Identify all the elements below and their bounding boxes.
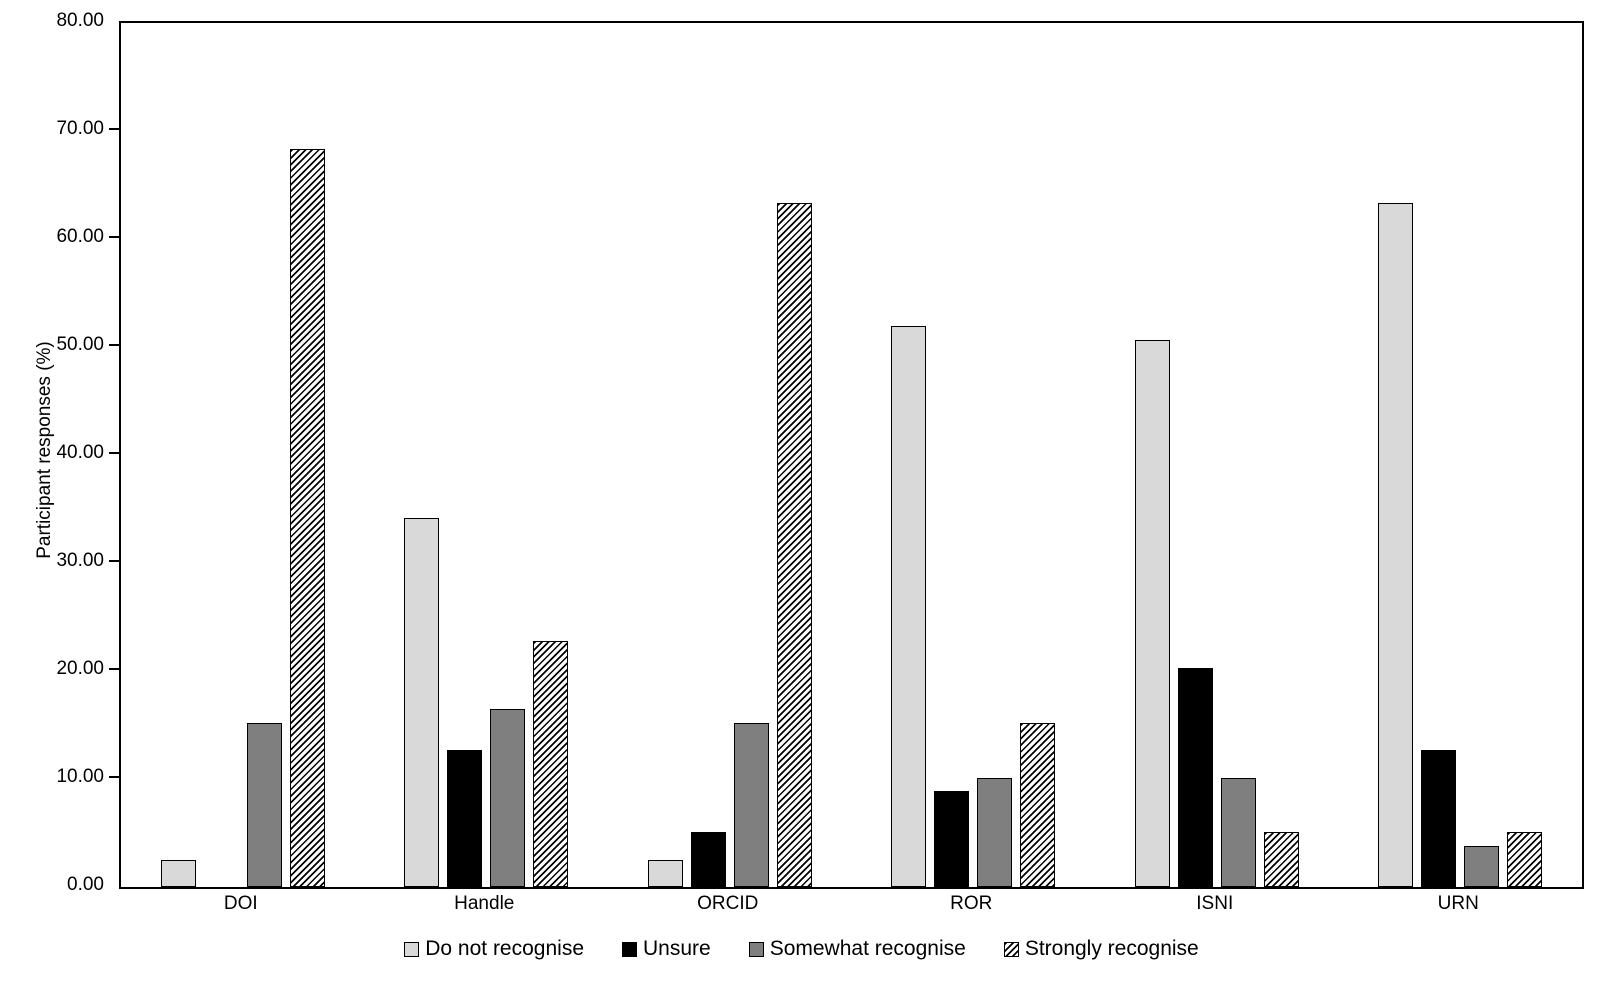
bar-ror-do-not-recognise [891, 326, 927, 887]
legend-item-somewhat-recognise: Somewhat recognise [748, 937, 966, 961]
bar-orcid-do-not-recognise [647, 859, 683, 887]
category-label-handle: Handle [454, 893, 515, 914]
y-tick-label: 80.00 [56, 10, 104, 31]
y-tick-label: 50.00 [56, 334, 104, 355]
category-label-urn: URN [1437, 893, 1479, 914]
bar-ror-somewhat-recognise [977, 777, 1013, 887]
y-tick-mark [109, 236, 119, 238]
bar-ror-strongly-recognise [1020, 722, 1056, 887]
legend-swatch-do-not-recognise [404, 941, 420, 957]
legend-swatch-strongly-recognise [1003, 941, 1019, 957]
category-label-ror: ROR [950, 893, 993, 914]
bar-urn-strongly-recognise [1507, 832, 1543, 887]
bar-ror-unsure [934, 791, 970, 887]
y-tick-mark [109, 128, 119, 130]
bar-handle-somewhat-recognise [490, 709, 526, 887]
bar-isni-unsure [1177, 668, 1213, 887]
y-tick-label: 60.00 [56, 226, 104, 247]
bar-orcid-somewhat-recognise [733, 722, 769, 887]
bar-isni-somewhat-recognise [1220, 777, 1256, 887]
y-tick-mark [109, 776, 119, 778]
category-label-isni: ISNI [1196, 893, 1234, 914]
y-tick-label: 10.00 [56, 766, 104, 787]
category-label-orcid: ORCID [697, 893, 759, 914]
y-tick-label: 0.00 [67, 874, 104, 895]
bar-orcid-strongly-recognise [776, 203, 812, 887]
y-tick-mark [109, 452, 119, 454]
bar-urn-do-not-recognise [1378, 203, 1414, 887]
bar-orcid-unsure [690, 832, 726, 887]
bar-handle-do-not-recognise [404, 517, 440, 887]
legend-label: Somewhat recognise [769, 937, 966, 960]
plot-area [119, 21, 1584, 889]
bar-isni-do-not-recognise [1134, 340, 1170, 887]
bar-urn-somewhat-recognise [1464, 845, 1500, 887]
y-tick-label: 30.00 [56, 550, 104, 571]
bar-doi-somewhat-recognise [246, 722, 282, 887]
legend-swatch-somewhat-recognise [748, 941, 764, 957]
y-tick-label: 70.00 [56, 118, 104, 139]
bar-urn-unsure [1421, 750, 1457, 887]
y-tick-label: 20.00 [56, 658, 104, 679]
legend-swatch-unsure [622, 941, 637, 957]
legend-label: Strongly recognise [1024, 937, 1199, 960]
bar-handle-strongly-recognise [533, 640, 569, 887]
legend-label: Unsure [643, 937, 711, 960]
y-tick-mark [109, 560, 119, 562]
bar-isni-strongly-recognise [1263, 832, 1299, 887]
y-tick-mark [109, 668, 119, 670]
legend-item-strongly-recognise: Strongly recognise [1003, 937, 1199, 961]
bar-doi-do-not-recognise [160, 859, 196, 887]
category-label-doi: DOI [223, 893, 258, 914]
legend-label: Do not recognise [425, 937, 584, 960]
y-tick-mark [109, 344, 119, 346]
bar-handle-unsure [447, 750, 483, 887]
legend-item-do-not-recognise: Do not recognise [404, 937, 584, 961]
bar-doi-strongly-recognise [289, 148, 325, 887]
y-tick-label: 40.00 [56, 442, 104, 463]
legend-item-unsure: Unsure [622, 937, 711, 961]
legend: Do not recognise Unsure Somewhat recognise… [0, 936, 1603, 962]
